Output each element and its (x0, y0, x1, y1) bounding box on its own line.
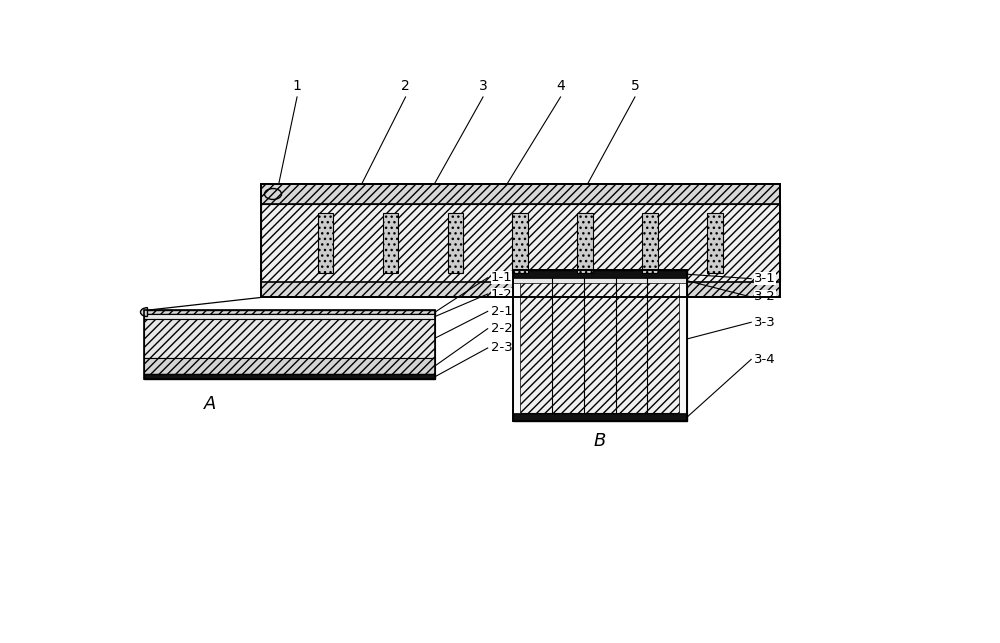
Bar (707, 213, 723, 273)
Text: 5: 5 (631, 79, 639, 93)
Bar (512, 278, 687, 283)
Bar (642, 213, 658, 273)
Bar (144, 319, 435, 358)
Bar (512, 270, 687, 421)
Text: 3-2: 3-2 (754, 291, 776, 303)
Text: B: B (593, 432, 605, 450)
Bar (144, 310, 435, 379)
Bar (448, 213, 463, 273)
Text: 3: 3 (479, 79, 487, 93)
Text: 3-3: 3-3 (754, 316, 776, 329)
Bar (144, 374, 435, 379)
Bar (144, 314, 435, 319)
Bar (261, 282, 780, 298)
Text: A: A (204, 395, 216, 413)
Wedge shape (140, 307, 147, 316)
Text: 1: 1 (293, 79, 301, 93)
Bar (512, 270, 687, 278)
Bar (261, 204, 780, 282)
Text: 3-4: 3-4 (754, 353, 776, 366)
Text: 2: 2 (401, 79, 410, 93)
Text: 4: 4 (556, 79, 565, 93)
Text: 3-1: 3-1 (754, 272, 776, 285)
Bar (512, 413, 687, 421)
Text: 1-1: 1-1 (491, 271, 513, 284)
Bar (144, 358, 435, 374)
Text: 1-2: 1-2 (491, 287, 513, 300)
Bar (512, 278, 520, 413)
Bar (261, 184, 780, 204)
Bar (144, 310, 435, 314)
Bar (318, 213, 333, 273)
Bar (577, 213, 593, 273)
Bar (679, 278, 687, 413)
Bar (512, 213, 528, 273)
Bar (261, 184, 780, 298)
Text: 2-3: 2-3 (491, 341, 513, 354)
Bar (512, 278, 687, 413)
Text: 2-1: 2-1 (491, 305, 513, 318)
Text: 2-2: 2-2 (491, 322, 513, 335)
Bar (383, 213, 398, 273)
